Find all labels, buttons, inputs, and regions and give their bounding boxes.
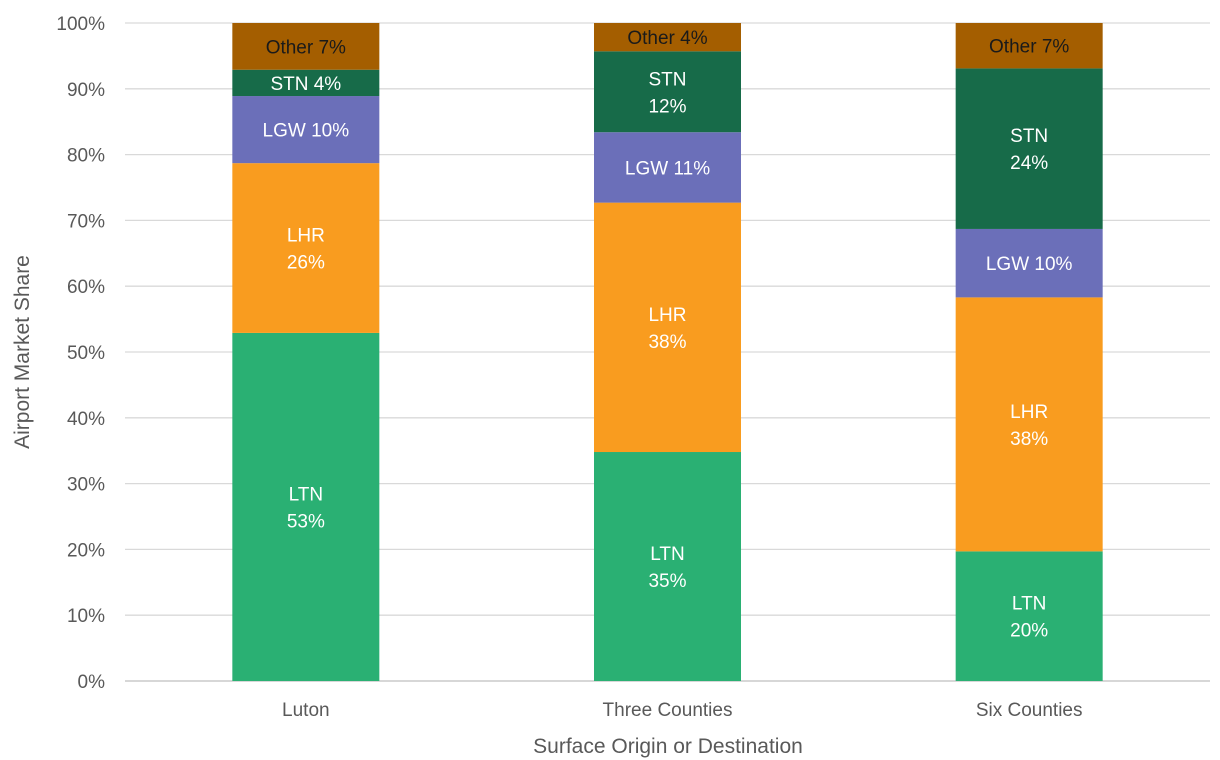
y-tick-label: 20% <box>67 540 105 561</box>
data-label: Other 7% <box>266 37 346 58</box>
bar-segment-lgw <box>232 96 380 164</box>
data-label: 24% <box>1010 153 1048 174</box>
bar-segment-ltn <box>955 551 1103 681</box>
data-label: LGW 10% <box>263 121 350 142</box>
data-label: 12% <box>648 96 686 117</box>
bar-segment-stn <box>232 69 380 97</box>
y-tick-label: 60% <box>67 277 105 298</box>
y-tick-label: 90% <box>67 80 105 101</box>
y-axis-ticks: 0% 10% 20% 30% 40% 50% 60% 70% 80% 90% 100% <box>56 14 105 693</box>
data-label: STN <box>649 69 687 90</box>
bar-segment-lhr <box>594 202 741 453</box>
data-label: LTN <box>289 484 323 505</box>
bar-stack: LTN 35% LHR 38% LGW 11% STN 12% Other 4% <box>594 23 741 681</box>
bar-segment-lhr <box>232 163 380 333</box>
data-label: STN 4% <box>270 74 341 95</box>
y-tick-label: 70% <box>67 211 105 232</box>
data-label: 38% <box>1010 429 1048 450</box>
bar-segment-other <box>594 23 741 52</box>
bar-segment-ltn <box>594 452 741 681</box>
y-tick-label: 50% <box>67 343 105 364</box>
data-label: 20% <box>1010 621 1048 642</box>
data-label: Other 7% <box>989 37 1069 58</box>
y-axis-title: Airport Market Share <box>11 255 34 449</box>
bar-segment-other <box>955 23 1103 69</box>
bar-segment-stn <box>594 51 741 133</box>
bar-segment-ltn <box>232 332 380 681</box>
bar-stack: LTN 53% LHR 26% LGW 10% STN 4% Other 7% <box>232 23 380 681</box>
data-label: LHR <box>648 305 686 326</box>
data-label: LGW 10% <box>986 254 1073 275</box>
y-tick-label: 30% <box>67 475 105 496</box>
data-label: LHR <box>287 226 325 247</box>
bar-segment-other <box>232 23 380 70</box>
bar-segment-lgw <box>955 228 1103 298</box>
x-axis-title: Surface Origin or Destination <box>533 735 803 758</box>
data-label: 35% <box>648 571 686 592</box>
data-label: LGW 11% <box>625 158 710 179</box>
data-label: 26% <box>287 253 325 274</box>
bar-stack: LTN 20% LHR 38% LGW 10% STN 24% Other 7% <box>955 23 1103 681</box>
data-label: 38% <box>648 332 686 353</box>
y-tick-label: 10% <box>67 606 105 627</box>
bar-segment-lhr <box>955 297 1103 552</box>
x-tick-label: Three Counties <box>603 700 733 721</box>
bar-segment-stn <box>955 68 1103 229</box>
x-axis-ticks: Luton Three Counties Six Counties <box>282 700 1082 721</box>
data-label: LTN <box>1012 594 1046 615</box>
y-tick-label: 0% <box>78 672 106 693</box>
data-label: LHR <box>1010 402 1048 423</box>
x-tick-label: Luton <box>282 700 330 721</box>
data-label: LTN <box>650 544 684 565</box>
bar-segment-lgw <box>594 132 741 203</box>
y-tick-label: 40% <box>67 409 105 430</box>
data-label: Other 4% <box>627 28 707 49</box>
x-tick-label: Six Counties <box>976 700 1083 721</box>
y-tick-label: 100% <box>56 14 105 35</box>
data-label: STN <box>1010 126 1048 147</box>
y-tick-label: 80% <box>67 146 105 167</box>
data-label: 53% <box>287 511 325 532</box>
